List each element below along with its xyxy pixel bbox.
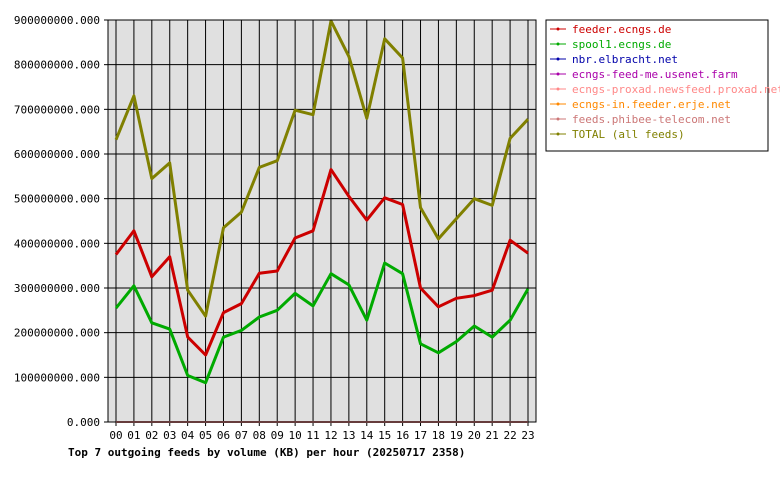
x-tick-label: 16 [396, 429, 409, 442]
series-line-1 [114, 261, 530, 385]
y-tick-label: 400000000.000 [14, 237, 100, 250]
legend-entry-label: spool1.ecngs.de [572, 38, 671, 51]
legend-entry-label: ecngs-in.feeder.erje.net [572, 98, 731, 111]
y-tick-label: 600000000.000 [14, 148, 100, 161]
y-tick-label: 900000000.000 [14, 14, 100, 27]
x-tick-label: 05 [199, 429, 212, 442]
y-tick-label: 800000000.000 [14, 59, 100, 72]
legend-entry-label: feeder.ecngs.de [572, 23, 671, 36]
legend-marker [556, 27, 560, 31]
x-tick-label: 00 [109, 429, 122, 442]
y-tick-label: 500000000.000 [14, 193, 100, 206]
legend-marker [556, 132, 560, 136]
legend: feeder.ecngs.de spool1.ecngs.de nbr.elbrac… [545, 19, 780, 152]
chart-title: Top 7 outgoing feeds by volume (KB) per … [68, 446, 465, 459]
legend-entry-label: feeds.phibee-telecom.net [572, 113, 731, 126]
x-tick-label: 22 [503, 429, 516, 442]
x-tick-label: 20 [468, 429, 481, 442]
legend-entry-label: ecngs-feed-me.usenet.farm [572, 68, 738, 81]
legend-marker [556, 102, 560, 106]
legend-marker [556, 117, 560, 121]
legend-box [545, 19, 769, 152]
x-tick-label: 17 [414, 429, 427, 442]
x-tick-label: 12 [324, 429, 337, 442]
grid-lines [104, 19, 536, 426]
series-line-0 [114, 168, 529, 357]
y-tick-label: 200000000.000 [14, 327, 100, 340]
x-tick-label: 08 [253, 429, 266, 442]
x-tick-label: 03 [163, 429, 176, 442]
x-tick-label: 23 [521, 429, 534, 442]
y-tick-label: 100000000.000 [14, 371, 100, 384]
x-tick-label: 01 [127, 429, 140, 442]
x-tick-label: 02 [145, 429, 158, 442]
x-tick-label: 13 [342, 429, 355, 442]
legend-entry-label: nbr.elbracht.net [572, 53, 678, 66]
series-line-7 [114, 19, 530, 318]
legend-marker [556, 87, 560, 91]
x-tick-label: 14 [360, 429, 374, 442]
x-tick-label: 06 [217, 429, 230, 442]
plot-border [107, 19, 537, 423]
x-tick-label: 21 [486, 429, 499, 442]
x-tick-label: 10 [289, 429, 302, 442]
y-tick-label: 700000000.000 [14, 103, 100, 116]
x-tick-label: 18 [432, 429, 445, 442]
y-axis-tick-labels: 0.000 100000000.000 200000000.000 300000000… [14, 14, 100, 429]
legend-entry-label: TOTAL (all feeds) [572, 128, 685, 141]
x-tick-label: 19 [450, 429, 463, 442]
x-tick-label: 04 [181, 429, 195, 442]
x-tick-label: 11 [306, 429, 319, 442]
x-tick-label: 09 [271, 429, 284, 442]
y-tick-label: 300000000.000 [14, 282, 100, 295]
legend-entry-label: ecngs-proxad.newsfeed.proxad.net [572, 83, 780, 96]
plot-area [108, 20, 536, 422]
x-axis-tick-labels: 00 01 02 03 04 05 06 07 08 09 10 11 12 13 14 15 16 17 18 19… [109, 429, 534, 442]
legend-marker [556, 42, 560, 46]
legend-marker [556, 57, 560, 61]
x-tick-label: 15 [378, 429, 391, 442]
legend-marker [556, 72, 560, 76]
x-tick-label: 07 [235, 429, 248, 442]
y-tick-label: 0.000 [67, 416, 100, 429]
